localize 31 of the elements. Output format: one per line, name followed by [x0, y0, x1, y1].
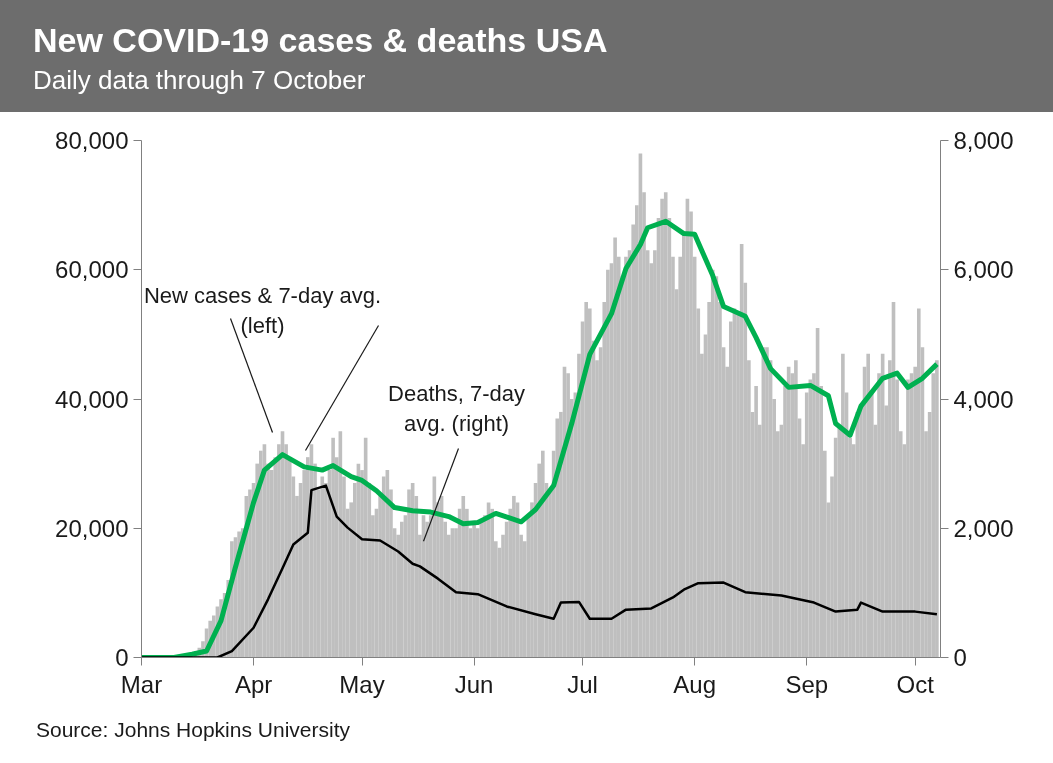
y2-tick-label: 6,000: [953, 256, 1014, 284]
y2-tick-label: 2,000: [953, 514, 1014, 542]
bar: [541, 450, 545, 658]
chart-subtitle: Daily data through 7 October: [32, 64, 367, 96]
x-tick-label: Oct: [896, 670, 935, 698]
source-note: Source: Johns Hopkins University: [35, 717, 350, 743]
bar: [331, 437, 335, 658]
x-tick-label: Jul: [567, 670, 598, 698]
annotation: Deaths, 7-day avg. (right): [388, 380, 525, 436]
y2-tick-label: 0: [953, 644, 967, 671]
y-tick-label: 20,000: [55, 514, 129, 542]
annotation: New cases & 7-day avg. (left): [143, 282, 382, 338]
x-tick-label: Aug: [673, 670, 717, 698]
x-tick-label: Sep: [785, 670, 829, 698]
x-tick-label: Apr: [234, 670, 273, 698]
bar: [935, 360, 939, 658]
y-tick-label: 60,000: [55, 256, 129, 284]
bar: [320, 476, 325, 658]
y-tick-label: 80,000: [55, 127, 129, 154]
y-tick-label: 40,000: [55, 385, 129, 413]
chart-title: New COVID-19 cases & deaths USA: [32, 20, 608, 60]
y-tick-label: 0: [115, 644, 129, 671]
bar: [841, 353, 845, 658]
y2-tick-label: 4,000: [953, 385, 1014, 413]
x-tick-label: May: [339, 670, 385, 698]
bar: [710, 269, 715, 658]
y2-tick-label: 8,000: [953, 127, 1014, 154]
x-tick-label: Jun: [454, 670, 494, 698]
bar: [461, 495, 466, 658]
bar: [663, 192, 668, 658]
x-tick-label: Mar: [120, 670, 163, 698]
